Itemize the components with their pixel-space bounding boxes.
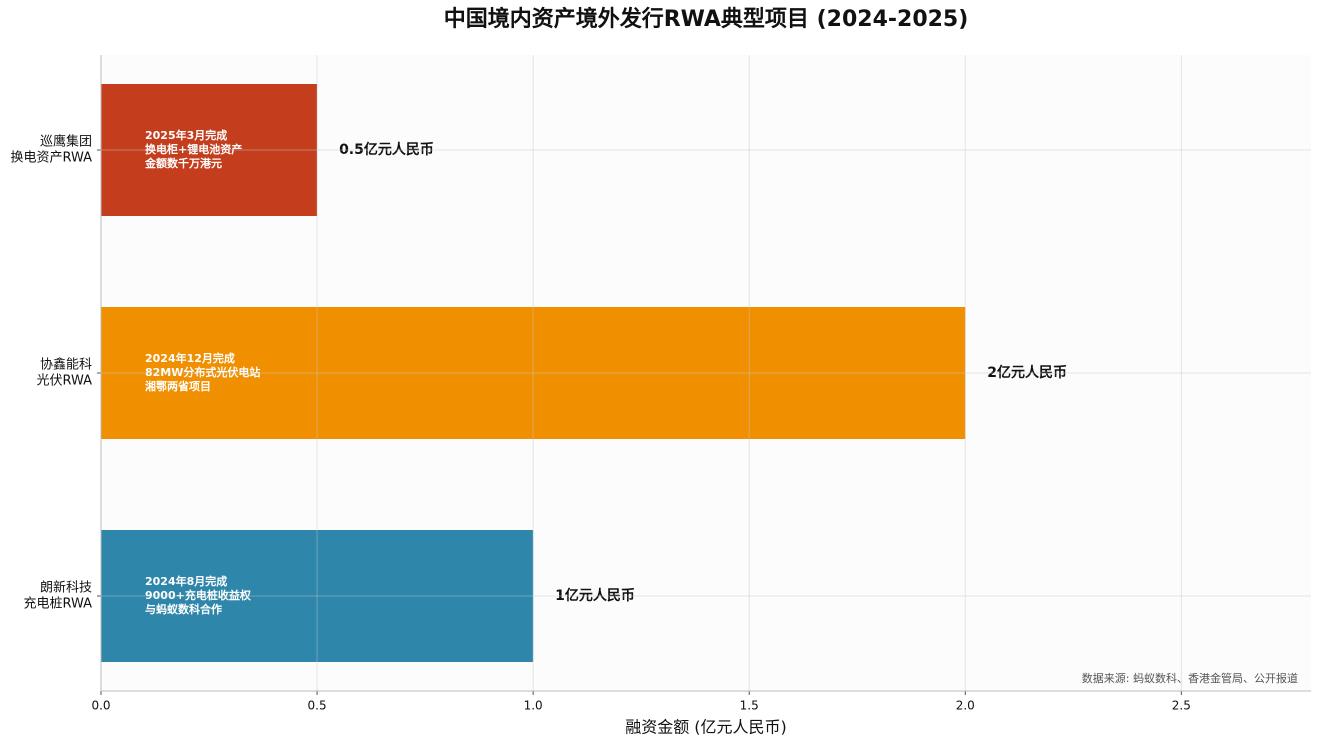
bar-annotation: 2024年8月完成: [145, 574, 227, 588]
x-axis-label: 融资金额 (亿元人民币): [625, 718, 787, 737]
bar: [101, 307, 966, 439]
bar-annotation: 2024年12月完成: [145, 351, 235, 365]
bar-annotation: 82MW分布式光伏电站: [145, 365, 260, 379]
value-label: 2亿元人民币: [987, 364, 1067, 381]
source-note: 数据来源: 蚂蚁数科、香港金管局、公开报道: [1082, 671, 1298, 685]
x-tick-label: 1.5: [740, 699, 759, 713]
y-tick-label: 巡鹰集团: [40, 134, 92, 150]
x-tick-label: 0.5: [308, 699, 327, 713]
y-tick-label: 光伏RWA: [36, 374, 92, 389]
x-tick-label: 2.0: [956, 699, 975, 713]
y-tick-label: 换电资产RWA: [10, 151, 92, 166]
chart-title: 中国境内资产境外发行RWA典型项目 (2024-2025): [444, 6, 969, 32]
bar: [101, 530, 534, 662]
x-tick-label: 1.0: [524, 699, 543, 713]
bar-annotation: 换电柜+锂电池资产: [145, 142, 242, 156]
y-tick-label: 充电桩RWA: [23, 596, 92, 612]
bar: [101, 84, 318, 216]
bar-annotation: 9000+充电桩收益权: [145, 588, 252, 602]
bar-annotation: 2025年3月完成: [145, 128, 227, 142]
bar-annotation: 湘鄂两省项目: [145, 379, 211, 393]
y-tick-label: 朗新科技: [40, 580, 92, 596]
value-label: 0.5亿元人民币: [339, 141, 434, 158]
bar-annotation: 与蚂蚁数科合作: [145, 602, 222, 616]
x-tick-label: 2.5: [1172, 699, 1191, 713]
value-label: 1亿元人民币: [555, 587, 635, 604]
bar-annotation: 金额数千万港元: [144, 156, 222, 170]
y-tick-label: 协鑫能科: [40, 357, 92, 373]
x-tick-label: 0.0: [91, 699, 110, 713]
